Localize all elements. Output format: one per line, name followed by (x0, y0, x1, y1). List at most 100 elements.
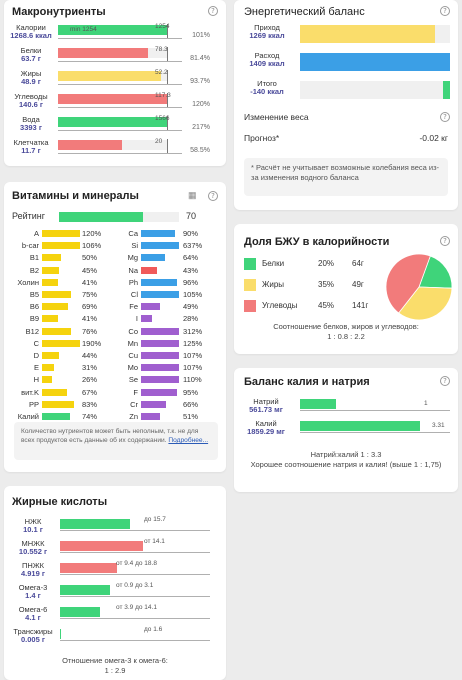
help-icon[interactable]: ? (208, 6, 218, 16)
mineral-name: Si (131, 241, 138, 251)
vitamin-bar (42, 230, 80, 237)
macro-row-name: Клетчатка (13, 138, 49, 147)
macro-title: Макронутриенты (12, 6, 106, 18)
kna-row-track (300, 399, 420, 409)
vitamin-bar (42, 413, 71, 420)
mineral-name: F (133, 387, 138, 397)
mineral-value: 95% (183, 387, 199, 397)
bju-name: Жиры (262, 280, 285, 289)
vitamins-title: Витамины и минералы (12, 190, 139, 202)
macro-row-pct: 93.7% (190, 78, 210, 85)
macro-row-fill (58, 140, 123, 150)
fatty-row-value: 1.4 г (25, 591, 41, 600)
vitamin-name: вит.K (21, 387, 39, 397)
vitamin-bar (42, 278, 58, 286)
macro-row-pct: 217% (192, 124, 210, 131)
bju-swatch (244, 258, 256, 270)
vitamin-value: 26% (82, 375, 98, 385)
fatty-row-value: 4.1 г (25, 613, 41, 622)
fatty-row-tick-label: от 9.4 до 18.8 (116, 560, 157, 567)
vitamins-card: Витамины и минералы ▦ ? Рейтинг 70 A 120%… (4, 182, 226, 472)
vitamin-bar (42, 315, 58, 323)
vitamin-name: B5 (29, 290, 39, 299)
vitamin-value: 69% (82, 302, 98, 312)
mineral-name: Se (128, 375, 138, 385)
fatty-row-value: 4.919 г (21, 569, 45, 578)
help-icon[interactable]: ? (440, 112, 450, 122)
help-icon[interactable]: ? (440, 376, 450, 386)
energy-row-track (300, 25, 450, 43)
bju-swatch (244, 279, 256, 291)
mineral-bar (141, 376, 179, 384)
energy-row-fill (300, 25, 435, 43)
rating-fill (59, 212, 143, 222)
mineral-value: 90% (183, 229, 199, 238)
vitamin-bar (42, 327, 71, 335)
kna-row-label: Натрий 561.73 мг (240, 398, 292, 414)
macro-row-value: 63.7 г (21, 54, 41, 63)
fatty-row-label: МНЖК 10.552 г (8, 540, 58, 556)
mineral-bar (141, 315, 152, 323)
kna-row-fill (300, 421, 420, 431)
fatty-row-fill (60, 519, 131, 529)
vitamin-name: B9 (29, 314, 39, 324)
vitamin-name: A (33, 229, 39, 238)
macro-row-fill (58, 25, 168, 35)
macro-row-name: Калории (16, 23, 46, 32)
kna-row-tick: 3.31 (432, 422, 445, 429)
macro-row-line (58, 153, 182, 154)
mineral-value: 312% (183, 326, 203, 336)
macro-row-pct: 101% (192, 32, 210, 39)
help-icon[interactable]: ? (440, 236, 450, 246)
kna-row-line (300, 410, 450, 411)
fatty-row-tick-label: от 3.9 до 14.1 (116, 604, 157, 611)
fatty-row-track (60, 519, 170, 529)
vitamin-value: 44% (82, 351, 98, 360)
mineral-bar (141, 388, 178, 396)
macro-row-label: Вода 3393 г (8, 116, 54, 132)
more-link[interactable]: Подробнее... (168, 437, 209, 444)
fatty-title: Жирные кислоты (12, 496, 108, 508)
macro-row-tick (167, 93, 168, 107)
macro-row-tick (167, 139, 168, 153)
table-icon[interactable]: ▦ (188, 190, 197, 200)
energy-row-track (300, 53, 450, 71)
vitamin-value: 67% (82, 387, 98, 397)
macro-row-label: Калории 1268.6 ккал (8, 24, 54, 40)
macro-row-pct: 120% (192, 101, 210, 108)
fatty-row-fill (60, 541, 143, 551)
mineral-value: 49% (183, 302, 199, 312)
fatty-row-label: НЖК 10.1 г (8, 518, 58, 534)
vitamin-value: 45% (82, 265, 98, 275)
bju-name: Углеводы (262, 301, 298, 310)
mineral-bar (141, 230, 176, 237)
energy-row-label: Расход 1409 ккал (240, 52, 294, 68)
macro-row-label: Углеводы 140.6 г (8, 93, 54, 109)
mineral-bar (141, 242, 179, 250)
omega-ratio-value: 1 : 2.9 (104, 666, 126, 675)
fatty-row-line (60, 596, 210, 597)
mineral-value: 107% (183, 351, 203, 360)
mineral-value: 107% (183, 363, 203, 373)
fatty-row-track (60, 585, 170, 595)
bju-ratio: Соотношение белков, жиров и углеводов: 1… (234, 322, 458, 342)
kna-row-tick: 1 (424, 400, 428, 407)
mineral-bar (141, 291, 179, 298)
fatty-row-track (60, 629, 170, 639)
vitamin-name: H (33, 375, 39, 385)
fatty-row-label: Омега-6 4.1 г (8, 606, 58, 622)
macro-row-tick (167, 47, 168, 61)
help-icon[interactable]: ? (440, 6, 450, 16)
kna-row-fill (300, 399, 336, 409)
mineral-bar (141, 352, 179, 359)
kna-row-name: Натрий (253, 397, 279, 406)
energy-title: Энергетический баланс (244, 6, 365, 18)
help-icon[interactable]: ? (208, 191, 218, 201)
macro-row-label: Белки 63.7 г (8, 47, 54, 63)
fatty-row-value: 10.552 г (18, 547, 48, 556)
fatty-row-track (60, 607, 170, 617)
fatty-row-name: Омега-6 (18, 605, 48, 614)
macro-row-line (58, 61, 182, 62)
forecast-label: Прогноз* (244, 133, 280, 143)
energy-row-fill (300, 53, 450, 71)
